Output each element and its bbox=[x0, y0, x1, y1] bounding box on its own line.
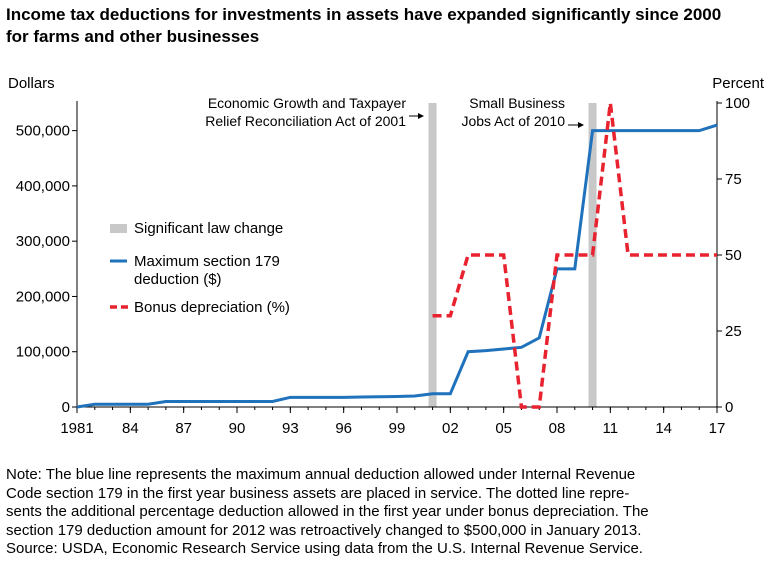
note-line-2: Code section 179 in the first year busin… bbox=[6, 484, 630, 502]
x-tick-label-11: 14 bbox=[655, 420, 672, 437]
x-tick-label-1: 84 bbox=[122, 420, 139, 437]
legend-item-2-line-2: deduction ($) bbox=[134, 271, 222, 288]
law-change-label-1-line-1: Economic Growth and Taxpayer bbox=[208, 95, 407, 111]
x-tick-label-5: 96 bbox=[335, 420, 352, 437]
y-axis-right-label: Percent bbox=[712, 75, 765, 92]
y-left-tick-label-4: 400,000 bbox=[16, 178, 70, 195]
legend-item-3-line-1: Bonus depreciation (%) bbox=[134, 299, 290, 316]
x-tick-label-4: 93 bbox=[282, 420, 299, 437]
y-left-tick-label-1: 100,000 bbox=[16, 344, 70, 361]
note-line-5: Source: USDA, Economic Research Service … bbox=[6, 540, 643, 558]
law-change-label-2-line-1: Small Business bbox=[469, 95, 565, 111]
x-tick-label-2: 87 bbox=[175, 420, 192, 437]
y-left-tick-label-5: 500,000 bbox=[16, 123, 70, 140]
x-tick-label-8: 05 bbox=[495, 420, 512, 437]
law-change-arrow-head-1 bbox=[418, 113, 424, 119]
y-left-tick-label-2: 200,000 bbox=[16, 288, 70, 305]
x-tick-label-3: 90 bbox=[229, 420, 246, 437]
y-left-tick-label-3: 300,000 bbox=[16, 233, 70, 250]
chart-title-line-1: Income tax deductions for investments in… bbox=[6, 5, 722, 24]
y-right-tick-label-1: 25 bbox=[725, 323, 742, 340]
note-line-3: sents the additional percentage deductio… bbox=[6, 503, 649, 521]
chart-note: Note: The blue line represents the maxim… bbox=[6, 466, 766, 559]
note-line-1: Note: The blue line represents the maxim… bbox=[6, 466, 636, 483]
y-right-tick-label-2: 50 bbox=[725, 247, 742, 264]
y-left-tick-label-0: 0 bbox=[62, 399, 70, 416]
x-tick-label-6: 99 bbox=[389, 420, 406, 437]
law-change-label-1-line-2: Relief Reconciliation Act of 2001 bbox=[205, 113, 406, 129]
legend-item-2-line-1: Maximum section 179 bbox=[134, 253, 280, 270]
y-axis-left-label: Dollars bbox=[8, 75, 55, 92]
legend-item-1-line-1: Significant law change bbox=[134, 220, 283, 237]
y-right-tick-label-3: 75 bbox=[725, 171, 742, 188]
y-right-tick-label-4: 100 bbox=[725, 95, 750, 112]
law-change-label-2-line-2: Jobs Act of 2010 bbox=[461, 113, 565, 129]
law-change-arrow-head-2 bbox=[578, 122, 584, 128]
x-tick-label-12: 17 bbox=[709, 420, 726, 437]
series-bonus-depreciation-line bbox=[432, 102, 717, 409]
x-tick-label-9: 08 bbox=[549, 420, 566, 437]
series-section179-line bbox=[76, 123, 718, 409]
chart-title-line-2: for farms and other businesses bbox=[6, 27, 260, 46]
law-change-bar-1 bbox=[428, 103, 437, 407]
chart-title: Income tax deductions for investments in… bbox=[6, 4, 766, 48]
note-line-4: section 179 deduction amount for 2012 wa… bbox=[6, 521, 642, 539]
x-tick-label-10: 11 bbox=[603, 420, 619, 437]
x-tick-label-7: 02 bbox=[442, 420, 459, 437]
legend-law-change-swatch bbox=[110, 224, 127, 233]
x-tick-label-0: 1981 bbox=[60, 420, 93, 437]
y-right-tick-label-0: 0 bbox=[725, 399, 733, 416]
